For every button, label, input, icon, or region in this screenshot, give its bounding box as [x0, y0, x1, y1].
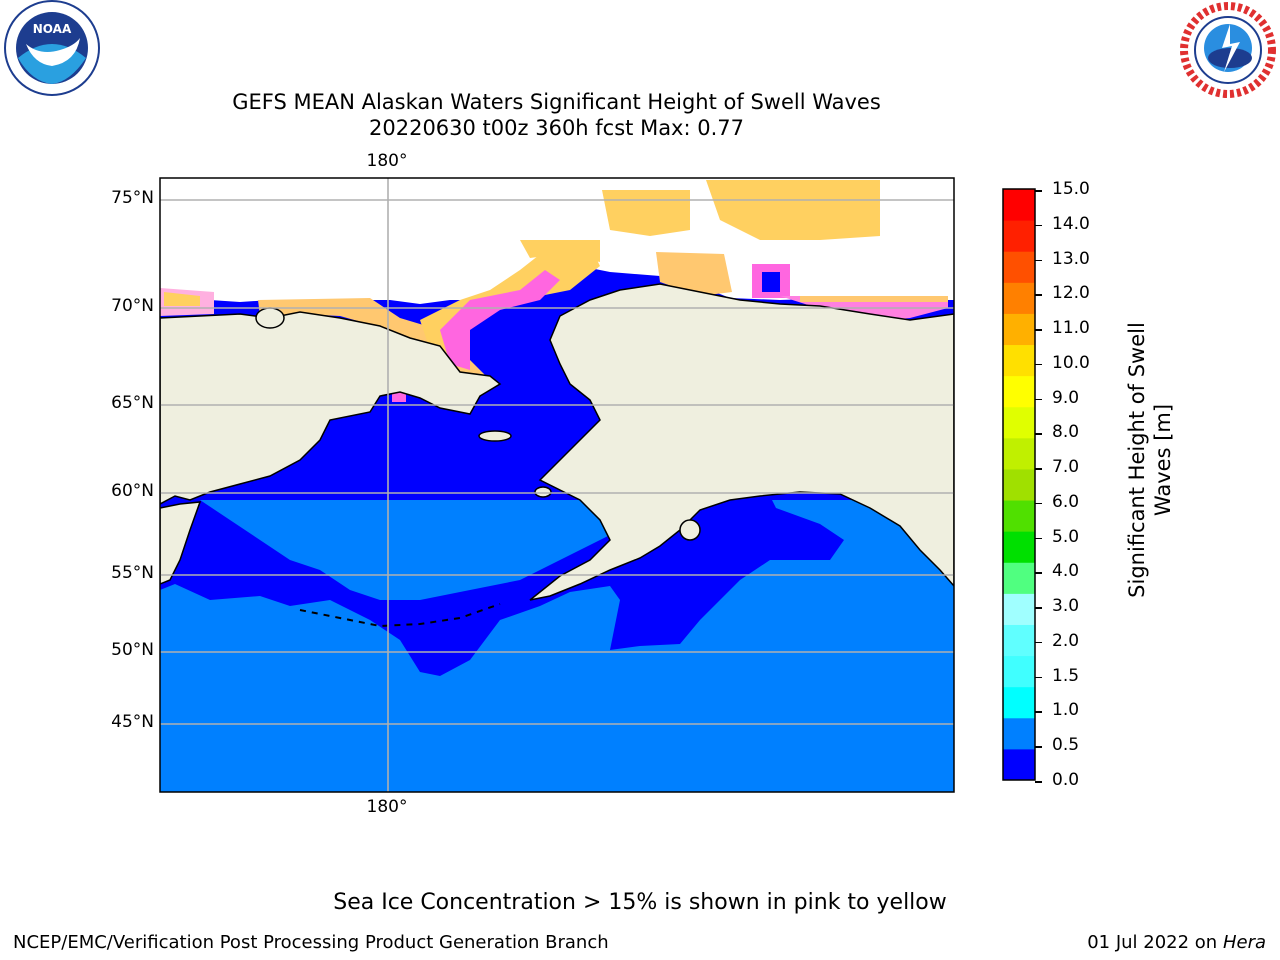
sea-ice-region: [440, 270, 560, 370]
colorbar-band: [1003, 624, 1035, 657]
ocean-low-swell-region: [160, 500, 844, 676]
colorbar-tick-mark: [1035, 190, 1042, 192]
sea-ice-region: [800, 296, 948, 302]
colorbar-tick-mark: [1035, 607, 1042, 609]
colorbar-label-line2: Waves [m]: [1151, 403, 1175, 517]
chart-title-line1: GEFS MEAN Alaskan Waters Significant Hei…: [232, 90, 881, 114]
colorbar-tick-label: 12.0: [1052, 283, 1090, 304]
polynya-region: [762, 272, 780, 292]
colorbar-tick-mark: [1035, 781, 1042, 783]
lat-label: 60°N: [111, 481, 154, 501]
colorbar-tick-mark: [1035, 433, 1042, 435]
sea-ice-region: [780, 296, 948, 322]
colorbar-band: [1003, 717, 1035, 750]
colorbar-tick-label: 10.0: [1052, 352, 1090, 373]
colorbar-tick-mark: [1035, 641, 1042, 644]
colorbar-tick-label: 8.0: [1052, 422, 1080, 443]
colorbar-tick-mark: [1035, 711, 1042, 713]
colorbar-band: [1003, 468, 1035, 501]
colorbar-tick-label: 0.5: [1052, 735, 1080, 756]
colorbar-band: [1003, 655, 1035, 688]
chart-title-line2: 20220630 t00z 360h fcst Max: 0.77: [369, 116, 744, 140]
nunivak-island: [534, 486, 552, 498]
lon-label-top: 180°: [366, 151, 408, 171]
colorbar-tick-label: 6.0: [1052, 491, 1080, 512]
colorbar-band: [1003, 500, 1035, 532]
colorbar-tick-mark: [1035, 329, 1042, 331]
colorbar-tick-mark: [1035, 676, 1042, 679]
colorbar-tick-mark: [1035, 746, 1042, 748]
footer-date-text: 01 Jul 2022 on: [1087, 932, 1223, 953]
colorbar-tick-mark: [1035, 363, 1042, 366]
noaa-logo-icon: NOAA: [4, 0, 100, 96]
lat-label: 75°N: [111, 188, 154, 208]
colorbar-band: [1003, 562, 1035, 594]
lat-label: 50°N: [111, 640, 154, 660]
lat-label: 65°N: [111, 393, 154, 413]
colorbar-tick-label: 9.0: [1052, 387, 1080, 408]
colorbar: [1002, 188, 1036, 781]
colorbar-tick-mark: [1035, 398, 1042, 401]
sea-ice-region: [164, 292, 200, 306]
gridlines: [160, 178, 954, 792]
colorbar-tick-mark: [1035, 502, 1042, 505]
noaa-logo-text: NOAA: [33, 22, 72, 36]
colorbar-band: [1003, 686, 1035, 719]
lon-label-bottom: 180°: [366, 797, 408, 817]
colorbar-band: [1003, 406, 1035, 439]
kodiak-island: [679, 519, 701, 541]
st-lawrence-island: [478, 430, 512, 442]
lat-label: 70°N: [111, 296, 154, 316]
kamchatka-landmass: [160, 501, 202, 585]
colorbar-band: [1003, 344, 1035, 377]
colorbar-band: [1003, 313, 1035, 346]
colorbar-band: [1003, 189, 1035, 221]
colorbar-tick-label: 4.0: [1052, 561, 1080, 582]
colorbar-band: [1003, 282, 1035, 314]
colorbar-band: [1003, 251, 1035, 283]
sea-ice-region: [656, 252, 732, 296]
colorbar-label-line1: Significant Height of Swell: [1125, 322, 1149, 598]
colorbar-tick-mark: [1035, 572, 1042, 574]
colorbar-tick-label: 14.0: [1052, 213, 1090, 234]
nws-logo-icon: [1180, 2, 1276, 98]
sea-ice-region: [706, 180, 880, 240]
map-frame: [159, 177, 955, 793]
colorbar-tick-label: 2.0: [1052, 630, 1080, 651]
colorbar-tick-mark: [1035, 224, 1042, 227]
siberia-landmass: [160, 311, 502, 505]
footer-date: 01 Jul 2022 on Hera: [1087, 932, 1266, 953]
colorbar-band: [1003, 748, 1035, 781]
colorbar-tick-label: 3.0: [1052, 596, 1080, 617]
colorbar-tick-mark: [1035, 468, 1042, 470]
aleutian-islands: [299, 603, 501, 628]
colorbar-tick-label: 7.0: [1052, 457, 1080, 478]
colorbar-tick-label: 15.0: [1052, 179, 1090, 199]
lat-label: 55°N: [111, 563, 154, 583]
colorbar-band: [1003, 220, 1035, 252]
wrangel-island: [255, 307, 285, 329]
colorbar-band: [1003, 375, 1035, 408]
colorbar-tick-label: 0.0: [1052, 770, 1080, 790]
footer-host: Hera: [1222, 932, 1266, 953]
colorbar-tick-label: 1.0: [1052, 700, 1080, 721]
colorbar-band: [1003, 593, 1035, 625]
sea-ice-note: Sea Ice Concentration > 15% is shown in …: [333, 890, 947, 915]
sea-ice-region: [602, 190, 690, 236]
colorbar-band: [1003, 531, 1035, 563]
colorbar-tick-mark: [1035, 259, 1042, 262]
colorbar-tick-label: 1.5: [1052, 665, 1080, 686]
colorbar-tick-label: 13.0: [1052, 248, 1090, 269]
colorbar-tick-label: 11.0: [1052, 318, 1090, 339]
sea-ice-region: [520, 240, 600, 262]
colorbar-tick-mark: [1035, 537, 1042, 540]
colorbar-tick-mark: [1035, 294, 1042, 296]
colorbar-tick-label: 5.0: [1052, 526, 1080, 547]
colorbar-label: Significant Height of Swell Waves [m]: [1124, 240, 1176, 680]
footer-branch: NCEP/EMC/Verification Post Processing Pr…: [13, 932, 609, 953]
lat-label: 45°N: [111, 712, 154, 732]
colorbar-band: [1003, 437, 1035, 470]
